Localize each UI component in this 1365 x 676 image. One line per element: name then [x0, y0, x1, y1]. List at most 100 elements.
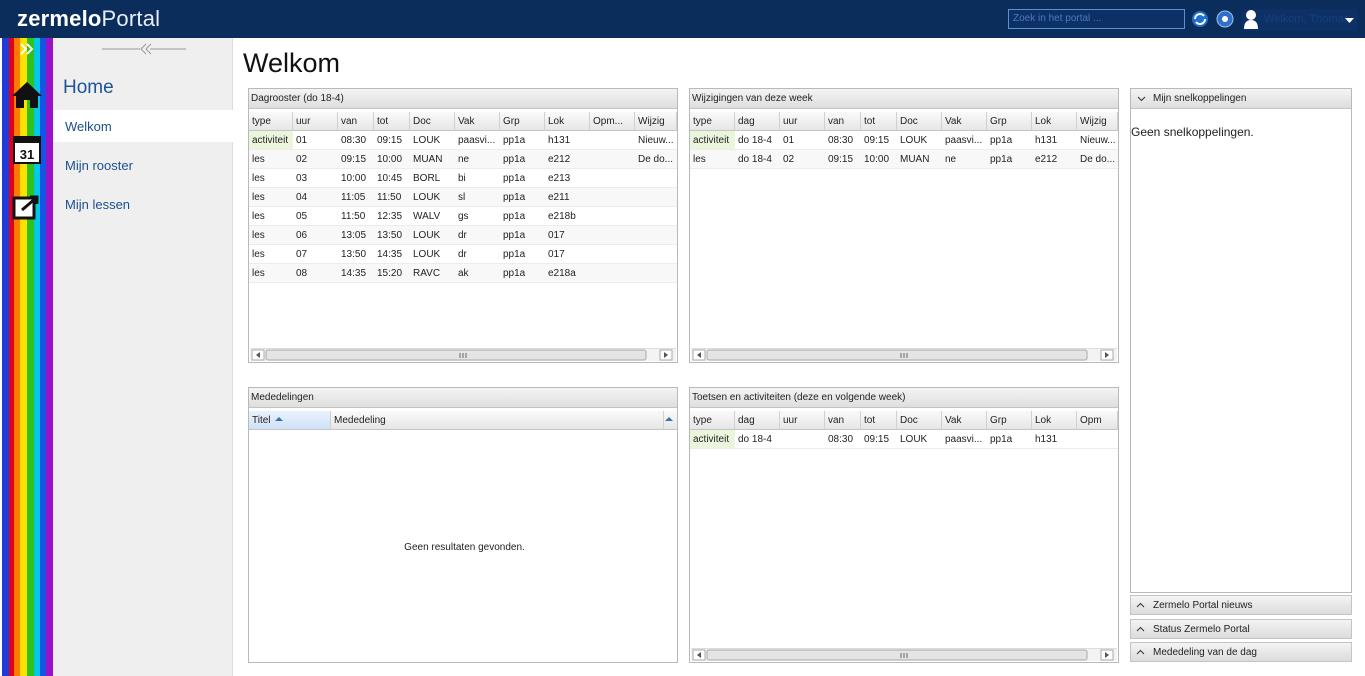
table-cell: LOUK: [413, 249, 441, 260]
column-header[interactable]: type: [249, 112, 293, 131]
column-header[interactable]: Lok: [545, 112, 590, 131]
column-header[interactable]: Lok: [1032, 112, 1077, 131]
table-cell: paasvi...: [458, 135, 496, 146]
column-filler: [677, 112, 678, 131]
column-header[interactable]: Wijzig: [635, 112, 677, 131]
column-header[interactable]: uur: [293, 112, 338, 131]
chevron-down: [1137, 96, 1146, 102]
sort-asc: [275, 417, 283, 421]
table-cell: 09:15: [341, 154, 367, 165]
table-row[interactable]: les 02 09:15 10:00 MUAN ne pp1a e212 De do...: [249, 150, 677, 169]
search-input[interactable]: Zoek in het portal ...: [1008, 9, 1185, 29]
table-row[interactable]: activiteit 01 08:30 09:15 LOUK paasvi... pp1a h…: [249, 131, 677, 150]
column-header[interactable]: van: [825, 411, 861, 430]
column-header[interactable]: van: [338, 112, 374, 131]
column-header[interactable]: Vak: [942, 411, 987, 430]
chevron-up: [1136, 626, 1145, 631]
scrollbar-graphic: [251, 349, 673, 361]
table-row[interactable]: les 05 11:50 12:35 WALV gs pp1a e218b: [249, 207, 677, 226]
shortcuts-title[interactable]: Mijn snelkoppelingen: [1131, 89, 1351, 109]
table-row[interactable]: activiteit do 18-4 01 08:30 09:15 LOUK paasvi.…: [690, 131, 1118, 150]
table-cell: 08:30: [341, 135, 367, 146]
nav-item[interactable]: Welkom: [53, 110, 233, 142]
column-header[interactable]: Doc: [410, 112, 455, 131]
table-row[interactable]: les do 18-4 02 09:15 10:00 MUAN ne pp1a e212 De d…: [690, 150, 1118, 169]
column-header[interactable]: Grp: [500, 112, 545, 131]
column-header[interactable]: dag: [735, 411, 780, 430]
table-cell: gs: [458, 211, 469, 222]
h-scrollbar[interactable]: [250, 348, 676, 361]
table-cell: do 18-4: [738, 154, 772, 165]
collapsed-panel[interactable]: Zermelo Portal nieuws: [1130, 595, 1352, 615]
table-row[interactable]: activiteit do 18-4 08:30 09:15 LOUK paasvi...…: [690, 430, 1118, 449]
column-header[interactable]: Lok: [1032, 411, 1077, 430]
panel: Toetsen en activiteiten (deze en volgend…: [689, 387, 1119, 663]
column-header[interactable]: Doc: [897, 411, 942, 430]
column-header[interactable]: Grp: [987, 411, 1032, 430]
h-scrollbar[interactable]: [691, 348, 1117, 361]
column-header[interactable]: Wijzig: [1077, 112, 1118, 131]
column-header[interactable]: uur: [780, 411, 825, 430]
table-cell: De do...: [1080, 154, 1116, 165]
table-cell: ak: [458, 268, 469, 279]
column-header[interactable]: type: [690, 411, 735, 430]
table-row[interactable]: les 03 10:00 10:45 BORL bi pp1a e213: [249, 169, 677, 188]
table-cell: paasvi...: [945, 434, 983, 445]
panel-title[interactable]: Mededelingen: [249, 388, 677, 408]
column-header[interactable]: Vak: [942, 112, 987, 131]
column-header[interactable]: tot: [374, 112, 410, 131]
table-cell: les: [252, 249, 265, 260]
panel-title[interactable]: Toetsen en activiteiten (deze en volgend…: [690, 388, 1118, 408]
table-cell: pp1a: [503, 268, 526, 279]
logo-b: Portal: [101, 6, 161, 31]
scrollbar-graphic: [692, 649, 1114, 661]
table-cell: activiteit: [690, 430, 735, 448]
table-cell: pp1a: [503, 154, 526, 165]
column-header[interactable]: Opm: [1077, 411, 1118, 430]
page-title: Welkom: [243, 48, 341, 78]
column-header[interactable]: Titel: [249, 411, 331, 430]
column-header[interactable]: van: [825, 112, 861, 131]
column-header[interactable]: Doc: [897, 112, 942, 131]
table-row[interactable]: les 07 13:50 14:35 LOUK dr pp1a 017: [249, 245, 677, 264]
table-row[interactable]: les 04 11:05 11:50 LOUK sl pp1a e211: [249, 188, 677, 207]
column-header[interactable]: Grp: [987, 112, 1032, 131]
table-cell: 01: [783, 135, 795, 146]
panel: Wijzigingen van deze week type dag uur van to…: [689, 88, 1119, 363]
table-cell: bi: [458, 173, 466, 184]
h-scrollbar[interactable]: [691, 648, 1117, 661]
collapsed-panel[interactable]: Status Zermelo Portal: [1130, 618, 1352, 639]
table-cell: pp1a: [503, 230, 526, 241]
table-cell: pp1a: [990, 135, 1013, 146]
column-header[interactable]: tot: [861, 112, 897, 131]
table-cell: 13:50: [377, 230, 403, 241]
user-menu[interactable]: Welkom, Thomas: [1242, 9, 1357, 31]
panel-title[interactable]: Dagrooster (do 18-4): [249, 89, 677, 109]
strip-icons[interactable]: 31: [0, 38, 53, 228]
table-row[interactable]: les 06 13:05 13:50 LOUK dr pp1a 017: [249, 226, 677, 245]
table-cell: activiteit: [249, 131, 293, 149]
nav-item[interactable]: Mijn rooster: [65, 158, 133, 173]
table-cell: 09:15: [864, 434, 890, 445]
table-cell: 11:05: [341, 192, 366, 203]
column-header[interactable]: tot: [861, 411, 897, 430]
nav-item[interactable]: Mijn lessen: [65, 197, 131, 212]
column-header[interactable]: type: [690, 112, 735, 131]
column-header[interactable]: Opm...: [590, 112, 635, 131]
table-row[interactable]: les 08 14:35 15:20 RAVC ak pp1a e218a: [249, 264, 677, 283]
collapse-nav[interactable]: [100, 42, 190, 56]
logo[interactable]: zermeloPortal: [17, 6, 160, 32]
column-header[interactable]: dag: [735, 112, 780, 131]
panel-title[interactable]: Wijzigingen van deze week: [690, 89, 1118, 109]
table-cell: do 18-4: [738, 434, 772, 445]
table-cell: 10:00: [864, 154, 890, 165]
collapsed-panel[interactable]: Mededeling van de dag: [1130, 642, 1352, 662]
table-cell: LOUK: [900, 135, 928, 146]
column-header[interactable]: uur: [780, 112, 825, 131]
calendar-day: 31: [20, 147, 34, 162]
column-header[interactable]: Vak: [455, 112, 500, 131]
top-icons[interactable]: [1190, 9, 1240, 29]
column-header[interactable]: Mededeling: [331, 411, 664, 430]
column-filler: [1118, 411, 1119, 430]
